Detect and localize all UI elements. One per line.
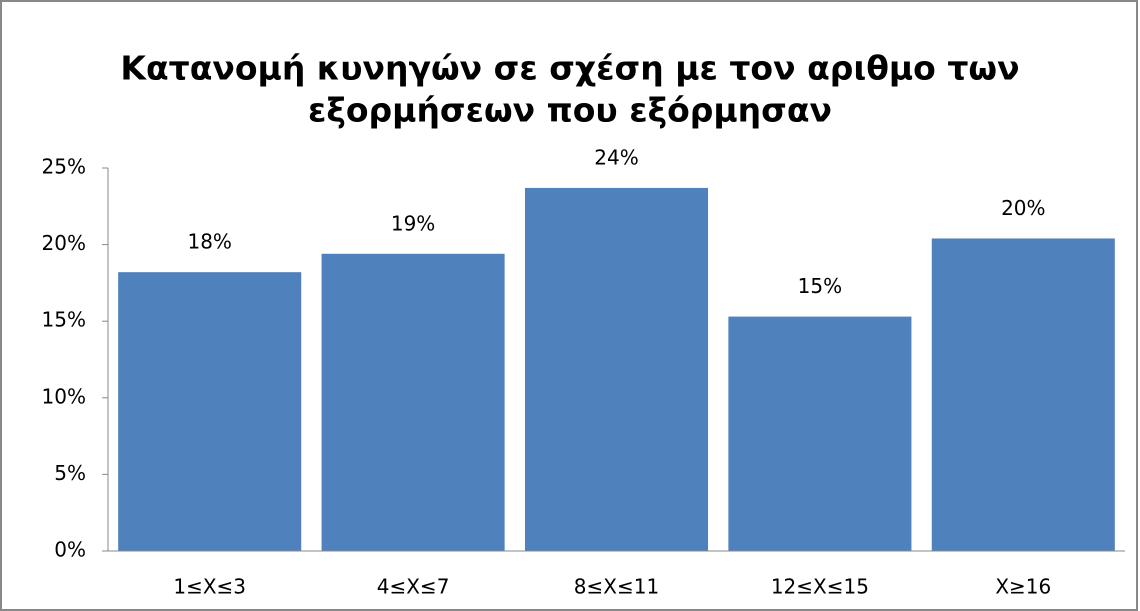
x-tick-label: 12≤X≤15	[771, 575, 869, 599]
data-label: 20%	[1001, 196, 1045, 220]
chart-title: Κατανομή κυνηγών σε σχέση με τον αριθμο …	[120, 49, 1019, 88]
data-label: 19%	[391, 211, 435, 235]
y-tick-label: 20%	[42, 231, 86, 255]
bar	[118, 272, 302, 551]
y-tick-label: 15%	[42, 308, 86, 332]
data-label: 18%	[187, 230, 231, 254]
data-label: 15%	[798, 274, 842, 298]
y-tick-label: 25%	[42, 155, 86, 179]
data-label: 24%	[594, 145, 638, 169]
chart-title: εξορμήσεων που εξόρμησαν	[308, 91, 832, 130]
y-tick-label: 0%	[54, 538, 86, 562]
y-tick-label: 10%	[42, 384, 86, 408]
x-tick-label: 4≤X≤7	[377, 575, 450, 599]
bar	[321, 253, 505, 552]
x-tick-label: 1≤X≤3	[173, 575, 246, 599]
x-tick-label: X≥16	[995, 575, 1051, 599]
x-tick-label: 8≤X≤11	[574, 575, 659, 599]
y-tick-label: 5%	[54, 461, 86, 485]
bar	[524, 187, 709, 551]
bar	[931, 238, 1115, 552]
bar	[728, 316, 912, 551]
